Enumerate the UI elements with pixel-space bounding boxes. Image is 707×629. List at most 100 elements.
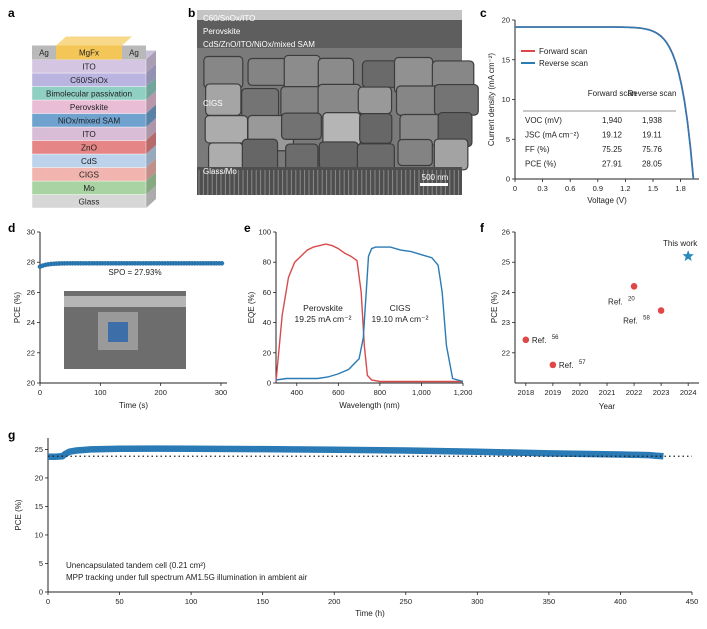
scalebar	[420, 183, 448, 186]
y-tick-label: 25	[35, 445, 43, 454]
sem-label-glass: Glass/Mo	[203, 167, 237, 176]
layer-label: ITO	[82, 130, 96, 139]
x-tick-label: 400	[291, 388, 304, 397]
x-tick-label: 0	[513, 184, 517, 193]
table-cell: 27.91	[602, 160, 623, 169]
layer-side	[146, 64, 156, 87]
x-tick-label: 100	[185, 597, 198, 606]
panel-label-c: c	[480, 6, 487, 20]
cigs-grain	[361, 60, 398, 88]
legend-entry: Reverse scan	[539, 59, 588, 68]
table-cell: 1,938	[642, 116, 663, 125]
y-tick-label: 0	[267, 379, 271, 388]
layer-label: ZnO	[81, 144, 97, 153]
cigs-grain	[433, 138, 469, 171]
x-axis-label: Time (s)	[119, 401, 148, 410]
x-tick-label: 300	[471, 597, 484, 606]
cigs-grain	[397, 138, 433, 167]
point-ref: 58	[643, 316, 650, 322]
x-tick-label: 200	[154, 388, 167, 397]
y-tick-label: 80	[263, 258, 271, 267]
panel-label-b: b	[188, 6, 195, 20]
cigs-grain	[241, 87, 280, 119]
sem-cross-section: C60/SnOx/ITO Perovskite CdS/ZnO/ITO/NiOx/m…	[197, 10, 479, 195]
table-cell: 75.76	[642, 145, 663, 154]
y-tick-label: 40	[263, 318, 271, 327]
layer-label: Mo	[83, 184, 95, 193]
spo-annotation: SPO = 27.93%	[108, 268, 161, 277]
y-tick-label: 15	[35, 502, 43, 511]
y-tick-label: 60	[263, 288, 271, 297]
pce-history-chart: 2018 2019 2020 2021 2022 2023 2024 22 23 24 25 26 Ye…	[490, 228, 699, 411]
layer-side	[146, 172, 156, 195]
x-tick-label: 2021	[599, 388, 616, 397]
table-cell: 28.05	[642, 160, 663, 169]
eqe-value: 19.25 mA cm⁻²	[295, 314, 352, 324]
table-cell: 1,940	[602, 116, 623, 125]
y-tick-label: 20	[502, 16, 510, 25]
cigs-grain	[280, 112, 322, 140]
layer-side	[146, 118, 156, 141]
x-tick-label: 300	[215, 388, 228, 397]
layer-side	[146, 185, 156, 208]
table-cell: 75.25	[602, 145, 623, 154]
y-tick-label: 20	[35, 473, 43, 482]
sem-label-cigs: CIGS	[203, 99, 223, 108]
x-tick-label: 150	[256, 597, 269, 606]
sem-perovskite-band	[197, 20, 462, 48]
ag-right-contact	[122, 45, 146, 60]
x-tick-label: 450	[686, 597, 699, 606]
y-axis-label: PCE (%)	[13, 292, 22, 323]
point-ref: 20	[628, 296, 635, 302]
x-tick-label: 200	[328, 597, 341, 606]
y-tick-label: 0	[39, 588, 43, 597]
x-axis-label: Time (h)	[355, 609, 385, 618]
cigs-grain	[283, 54, 321, 90]
y-tick-label: 23	[502, 318, 510, 327]
y-tick-label: 5	[39, 559, 43, 568]
stability-note-1: Unencapsulated tandem cell (0.21 cm²)	[66, 561, 206, 570]
cigs-grain	[359, 113, 393, 144]
y-tick-label: 30	[27, 228, 35, 237]
cigs-grain	[204, 114, 249, 144]
cigs-grain	[317, 83, 362, 118]
x-tick-label: 2019	[545, 388, 562, 397]
table-header: Reverse scan	[628, 89, 677, 98]
y-tick-label: 22	[502, 348, 510, 357]
point-label: Ref.	[608, 297, 623, 306]
panel-label-a: a	[8, 6, 15, 20]
photo-tweezer	[64, 296, 186, 307]
y-axis-label: EQE (%)	[247, 291, 256, 323]
y-axis-label: PCE (%)	[490, 292, 499, 323]
mgf-top	[56, 36, 132, 46]
legend-entry: Forward scan	[539, 47, 587, 56]
y-tick-label: 26	[502, 228, 510, 237]
eqe-label: CIGS	[390, 303, 411, 313]
ref-point	[657, 307, 665, 314]
y-tick-label: 26	[27, 288, 35, 297]
y-tick-label: 20	[263, 348, 271, 357]
mpp-trace	[48, 445, 664, 461]
y-tick-label: 5	[506, 135, 510, 144]
ag-left-label: Ag	[39, 49, 49, 58]
eqe-label: Perovskite	[303, 303, 343, 313]
ag-left-contact	[32, 45, 56, 60]
photo-active-area	[108, 322, 128, 342]
sem-label-stack: CdS/ZnO/ITO/NiOx/mixed SAM	[203, 40, 315, 49]
layer-label: C60/SnOx	[70, 76, 108, 85]
stability-note-2: MPP tracking under full spectrum AM1.5G …	[66, 573, 308, 582]
stability-chart: 0 50 100 150 200 250 300 350 400 450 0 5 10 15 20 25 Tim…	[14, 438, 698, 618]
point-label: Ref.	[623, 317, 638, 326]
x-axis-label: Year	[599, 402, 616, 411]
x-tick-label: 1,200	[454, 388, 473, 397]
ref-point	[549, 361, 557, 369]
mgf-layer	[56, 45, 122, 60]
ag-right-label: Ag	[129, 49, 139, 58]
this-work-star	[682, 250, 694, 261]
x-tick-label: 0.3	[537, 184, 547, 193]
y-tick-label: 100	[258, 228, 271, 237]
x-tick-label: 400	[614, 597, 627, 606]
y-tick-label: 0	[506, 175, 510, 184]
x-tick-label: 2018	[517, 388, 534, 397]
